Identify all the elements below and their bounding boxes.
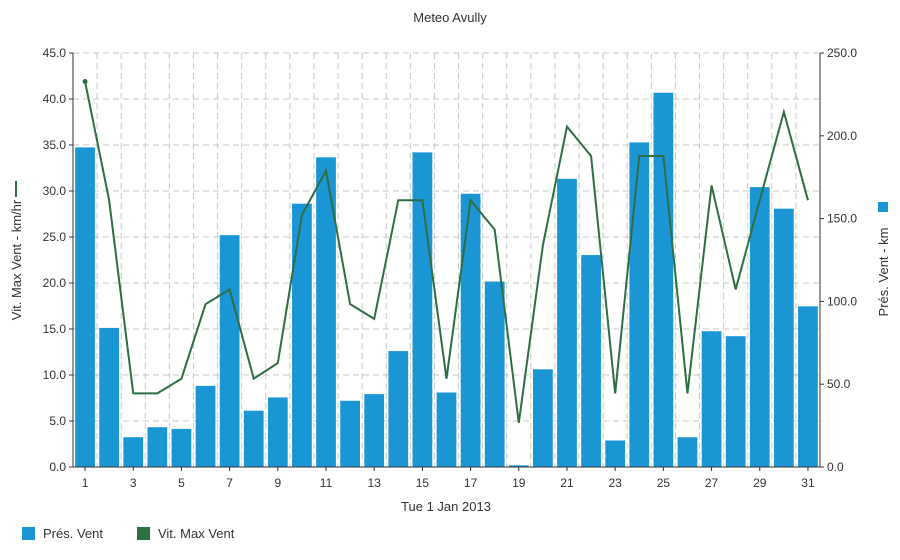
x-tick-label: 3: [130, 476, 137, 490]
y-axis-left-label: Vit. Max Vent - km/hr: [9, 199, 24, 320]
bar: [557, 178, 577, 467]
x-axis-label: Tue 1 Jan 2013: [401, 499, 491, 514]
x-tick-label: 27: [705, 476, 719, 490]
x-tick-label: 29: [753, 476, 767, 490]
bar: [725, 336, 746, 467]
x-tick-label: 17: [464, 476, 478, 490]
bar: [677, 437, 698, 467]
bar: [605, 440, 626, 467]
x-tick-label: 9: [274, 476, 281, 490]
x-tick-label: 1: [82, 476, 89, 490]
y-axis-right-label: Prés. Vent - km: [876, 228, 891, 317]
y-left-tick-label: 30.0: [43, 184, 67, 198]
axes: 0.0 5.0 10.0 15.0 20.0 25.0 30.0 35.0 40.0 45.0 0.…: [43, 46, 858, 490]
legend: Prés. Vent Vit. Max Vent: [22, 526, 234, 541]
bar: [508, 465, 529, 467]
bar: [436, 392, 457, 467]
bar: [653, 92, 674, 467]
legend-label-vit-max-vent: Vit. Max Vent: [157, 526, 235, 541]
legend-label-pres-vent: Prés. Vent: [43, 526, 103, 541]
bar: [99, 327, 120, 467]
y-left-tick-label: 10.0: [43, 368, 67, 382]
bar: [533, 369, 553, 467]
line-series: [82, 79, 809, 423]
y-right-tick-label: 250.0: [827, 46, 857, 60]
bar-series: [75, 92, 818, 468]
bar: [798, 306, 818, 467]
bar: [75, 147, 95, 467]
bar: [388, 351, 409, 467]
legend-swatch-vit-max-vent: [136, 527, 150, 540]
legend-item-pres-vent: Prés. Vent: [22, 526, 103, 541]
grid: [73, 52, 820, 468]
y-left-tick-label: 15.0: [43, 322, 67, 336]
bar: [629, 142, 650, 467]
y-right-tick-label: 0.0: [827, 460, 844, 474]
y-left-tick-label: 20.0: [43, 276, 67, 290]
y-left-tick-label: 5.0: [49, 414, 66, 428]
x-tick-label: 11: [320, 476, 333, 490]
bar: [123, 437, 144, 467]
bar: [773, 208, 794, 467]
x-tick-label: 13: [368, 476, 382, 490]
chart-title: Meteo Avully: [413, 10, 487, 25]
x-tick-label: 31: [801, 476, 815, 490]
line-path: [84, 81, 809, 423]
bar: [243, 410, 264, 467]
y-axis-right-legend-marker: [878, 202, 888, 212]
y-right-tick-label: 50.0: [827, 377, 851, 391]
y-right-tick-label: 100.0: [827, 294, 857, 308]
y-left-tick-label: 40.0: [43, 92, 67, 106]
bar: [195, 385, 216, 467]
y-left-tick-label: 35.0: [43, 138, 67, 152]
y-left-tick-label: 45.0: [43, 46, 67, 60]
legend-swatch-pres-vent: [22, 527, 35, 540]
y-left-tick-label: 0.0: [49, 460, 66, 474]
x-tick-label: 21: [560, 476, 574, 490]
x-tick-label: 15: [416, 476, 430, 490]
bar: [171, 428, 192, 467]
bar: [581, 255, 601, 467]
x-tick-label: 23: [608, 476, 622, 490]
bar: [316, 157, 336, 467]
x-tick-label: 7: [226, 476, 233, 490]
x-tick-label: 5: [178, 476, 185, 490]
bar: [460, 193, 481, 467]
y-right-tick-label: 150.0: [827, 212, 857, 226]
legend-item-vit-max-vent: Vit. Max Vent: [136, 526, 235, 541]
bar: [484, 281, 505, 467]
bar: [364, 394, 385, 467]
bar: [292, 203, 312, 468]
bar: [340, 400, 360, 467]
x-tick-label: 19: [512, 476, 526, 490]
bar: [147, 427, 168, 467]
bar: [267, 397, 288, 467]
bar: [701, 331, 722, 467]
bar: [219, 235, 240, 467]
y-right-tick-label: 200.0: [827, 129, 857, 143]
line-point: [82, 79, 88, 85]
bar: [749, 187, 770, 468]
y-left-tick-label: 25.0: [43, 230, 67, 244]
x-tick-label: 25: [657, 476, 671, 490]
